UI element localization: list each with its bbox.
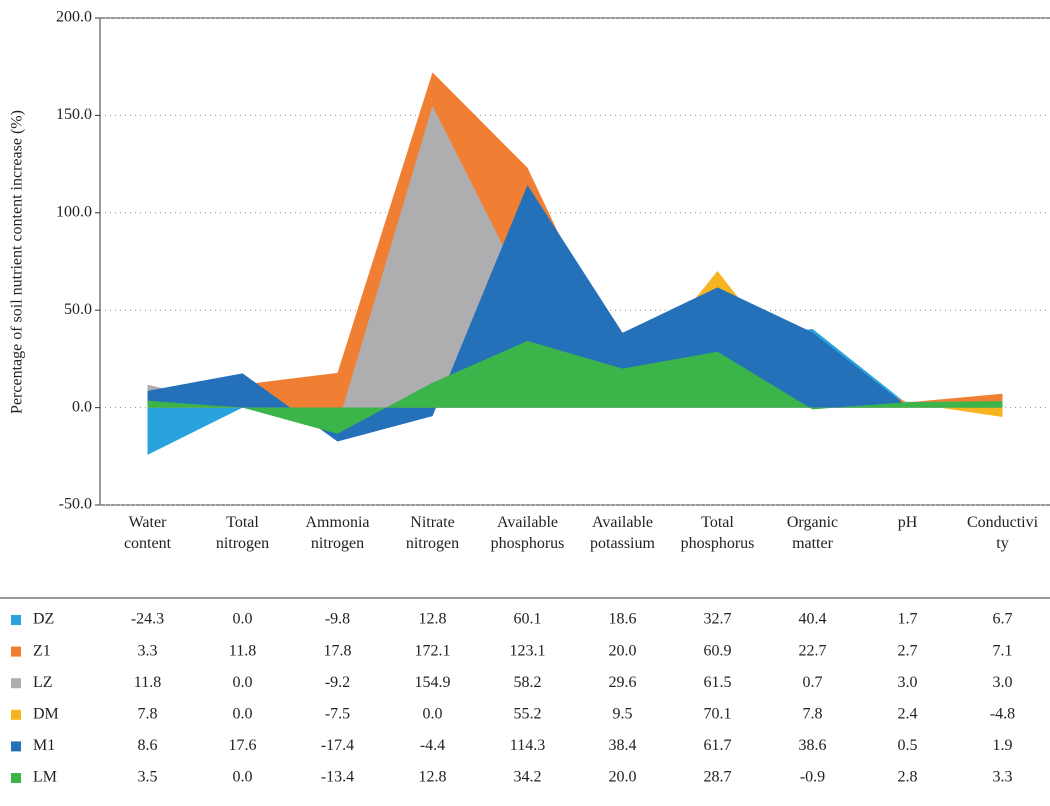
table-cell: 0.0 [233, 705, 253, 722]
table-cell: -4.8 [990, 705, 1015, 722]
table-cell: 3.0 [898, 674, 918, 691]
legend-label: DM [33, 705, 59, 722]
x-tick-label: Available phosphorus [490, 514, 565, 552]
y-tick-label: 0.0 [72, 398, 92, 415]
table-cell: 60.9 [704, 642, 732, 659]
area [147, 340, 1003, 434]
x-tick-label: Water content [123, 514, 172, 552]
table-cell: 32.7 [704, 611, 732, 628]
table-cell: 154.9 [415, 674, 451, 691]
table-cell: 1.7 [898, 611, 918, 628]
legend-swatch [11, 678, 21, 689]
table-cell: 2.4 [898, 705, 918, 722]
table-cell: 17.6 [229, 737, 257, 754]
legend-label: Z1 [33, 642, 51, 659]
area [147, 72, 1003, 408]
table-cell: 0.7 [803, 674, 823, 691]
table-cell: 20.0 [609, 769, 637, 786]
table-cell: 17.8 [324, 642, 352, 659]
table-cell: -17.4 [321, 737, 354, 754]
table-cell: 11.8 [134, 674, 161, 691]
table-cell: 18.6 [609, 611, 637, 628]
table-cell: 9.5 [613, 705, 633, 722]
y-tick-label: 200.0 [56, 9, 92, 26]
table-cell: 40.4 [799, 611, 827, 628]
table-cell: 8.6 [138, 737, 158, 754]
table-cell: -13.4 [321, 769, 354, 786]
table-cell: 0.5 [898, 737, 918, 754]
y-tick-label: 100.0 [56, 203, 92, 220]
table-cell: 3.5 [138, 769, 158, 786]
table-cell: 70.1 [704, 705, 732, 722]
table-cell: -9.2 [325, 674, 350, 691]
table-cell: 123.1 [510, 642, 546, 659]
table-cell: 6.7 [993, 611, 1013, 628]
area [147, 184, 1003, 442]
table-cell: 2.7 [898, 642, 918, 659]
table-cell: 12.8 [419, 769, 447, 786]
legend-swatch [11, 709, 21, 720]
legend-swatch [11, 773, 21, 783]
area [147, 105, 1003, 426]
table-cell: 12.8 [419, 611, 447, 628]
x-tick-label: Available potassium [590, 514, 655, 552]
table-cell: 7.8 [138, 705, 158, 722]
table-cell: 2.8 [898, 769, 918, 786]
table-cell: 3.0 [993, 674, 1013, 691]
table-cell: -0.9 [800, 769, 825, 786]
table-cell: 172.1 [415, 642, 451, 659]
legend-label: M1 [33, 737, 55, 754]
table-cell: 11.8 [229, 642, 256, 659]
table-cell: 34.2 [514, 769, 542, 786]
x-tick-label: pH [897, 514, 918, 531]
legend-swatch [11, 741, 21, 752]
table-cell: 60.1 [514, 611, 542, 628]
table-cell: 58.2 [514, 674, 542, 691]
x-tick-label: Ammonia nitrogen [305, 514, 370, 552]
table-cell: 61.5 [704, 674, 732, 691]
table-cell: 22.7 [799, 642, 827, 659]
table-cell: 1.9 [993, 737, 1013, 754]
legend-swatch [11, 646, 21, 657]
x-tick-label: Conductivity [966, 514, 1039, 552]
table-cell: 7.8 [803, 705, 823, 722]
x-tick-label: Nitrate nitrogen [405, 514, 460, 552]
y-tick-label: 150.0 [56, 106, 92, 123]
x-tick-label: Total nitrogen [215, 514, 270, 552]
table-cell: -7.5 [325, 705, 350, 722]
table-cell: 0.0 [423, 705, 443, 722]
table-cell: 0.0 [233, 611, 253, 628]
x-tick-label: Total phosphorus [680, 514, 755, 552]
table-cell: 114.3 [510, 737, 545, 754]
table-cell: 28.7 [704, 769, 732, 786]
y-tick-label: 50.0 [64, 301, 92, 318]
legend-label: LM [33, 769, 57, 786]
y-axis-label: Percentage of soil nutrient content incr… [9, 110, 26, 414]
table-cell: 38.4 [609, 737, 637, 754]
table-cell: 29.6 [609, 674, 637, 691]
table-cell: 3.3 [993, 769, 1013, 786]
legend-label: LZ [33, 674, 53, 691]
table-cell: 55.2 [514, 705, 542, 722]
table-cell: 61.7 [704, 737, 732, 754]
table-cell: -4.4 [420, 737, 445, 754]
table-cell: -24.3 [131, 611, 164, 628]
x-tick-label: Organic matter [786, 514, 839, 552]
table-cell: -9.8 [325, 611, 350, 628]
legend-label: DZ [33, 611, 54, 628]
table-cell: 38.6 [799, 737, 827, 754]
table-cell: 0.0 [233, 769, 253, 786]
y-tick-label: -50.0 [59, 496, 92, 513]
legend-swatch [11, 615, 21, 625]
table-cell: 3.3 [138, 642, 158, 659]
table-cell: 0.0 [233, 674, 253, 691]
table-cell: 20.0 [609, 642, 637, 659]
table-cell: 7.1 [993, 642, 1013, 659]
